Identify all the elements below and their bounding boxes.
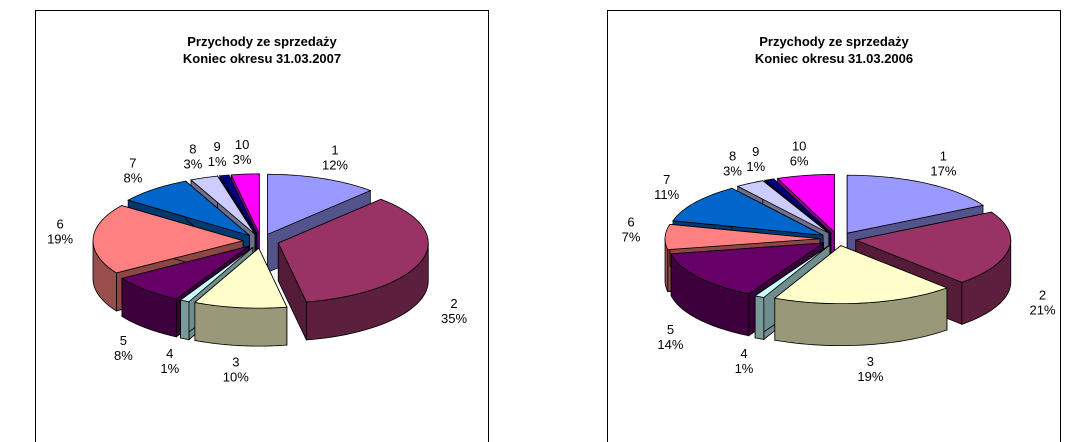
pie-slice-3 [193, 247, 288, 347]
slice-category-label: 1 [940, 148, 947, 163]
slice-category-label: 7 [129, 156, 136, 171]
pie-slices [92, 173, 429, 347]
slice-category-label: 6 [627, 214, 634, 229]
slice-category-label: 3 [232, 355, 239, 370]
slice-percent-label: 17% [930, 163, 956, 178]
pie-slice-2 [277, 198, 429, 341]
slice-percent-label: 8% [123, 171, 142, 186]
slice-percent-label: 1% [208, 154, 227, 169]
slice-percent-label: 3% [184, 157, 203, 172]
slice-percent-label: 35% [441, 311, 467, 326]
pie-chart-2006: 117%221%319%41%514%67%711%83%91%106% [622, 139, 1056, 384]
pie-chart-2007: 112%235%310%41%58%619%78%83%91%103% [47, 137, 467, 385]
slice-category-label: 9 [214, 139, 221, 154]
slice-category-label: 5 [667, 322, 674, 337]
slice-percent-label: 6% [790, 154, 809, 169]
slice-category-label: 2 [450, 296, 457, 311]
slice-category-label: 5 [120, 333, 127, 348]
slice-percent-label: 7% [622, 229, 641, 244]
pie-slice-3 [773, 244, 949, 347]
slice-percent-label: 1% [746, 159, 765, 174]
slice-percent-label: 12% [322, 158, 348, 173]
slice-category-label: 9 [752, 144, 759, 159]
chart-subtitle: Koniec okresu 31.03.2007 [182, 51, 342, 66]
slice-category-label: 7 [663, 172, 670, 187]
pie-slices [664, 173, 1012, 347]
slice-percent-label: 3% [233, 152, 252, 167]
slice-percent-label: 3% [723, 163, 742, 178]
slice-percent-label: 11% [654, 187, 679, 202]
slice-percent-label: 8% [114, 348, 133, 363]
slice-percent-label: 14% [657, 337, 683, 352]
chart-panel-2006: Przychody ze sprzedaży Koniec okresu 31.… [607, 10, 1061, 442]
slice-category-label: 2 [1039, 287, 1046, 302]
slice-category-label: 4 [166, 346, 173, 361]
slice-category-label: 8 [729, 148, 736, 163]
slice-category-label: 10 [792, 139, 806, 154]
slice-percent-label: 19% [857, 369, 883, 384]
slice-category-label: 3 [867, 354, 874, 369]
slice-percent-label: 1% [735, 361, 754, 376]
slice-category-label: 6 [56, 216, 63, 231]
slice-category-label: 10 [235, 137, 249, 152]
slice-percent-label: 19% [47, 231, 73, 246]
slice-category-label: 1 [331, 143, 338, 158]
chart-panel-2007: Przychody ze sprzedaży Koniec okresu 31.… [35, 10, 489, 442]
slice-percent-label: 1% [160, 361, 179, 376]
chart-title: Przychody ze sprzedaży [759, 34, 909, 49]
slice-category-label: 8 [189, 142, 196, 157]
slice-percent-label: 10% [223, 370, 249, 385]
slice-category-label: 4 [740, 346, 747, 361]
slice-percent-label: 21% [1030, 302, 1056, 317]
chart-subtitle: Koniec okresu 31.03.2006 [754, 51, 914, 66]
chart-title: Przychody ze sprzedaży [187, 34, 337, 49]
